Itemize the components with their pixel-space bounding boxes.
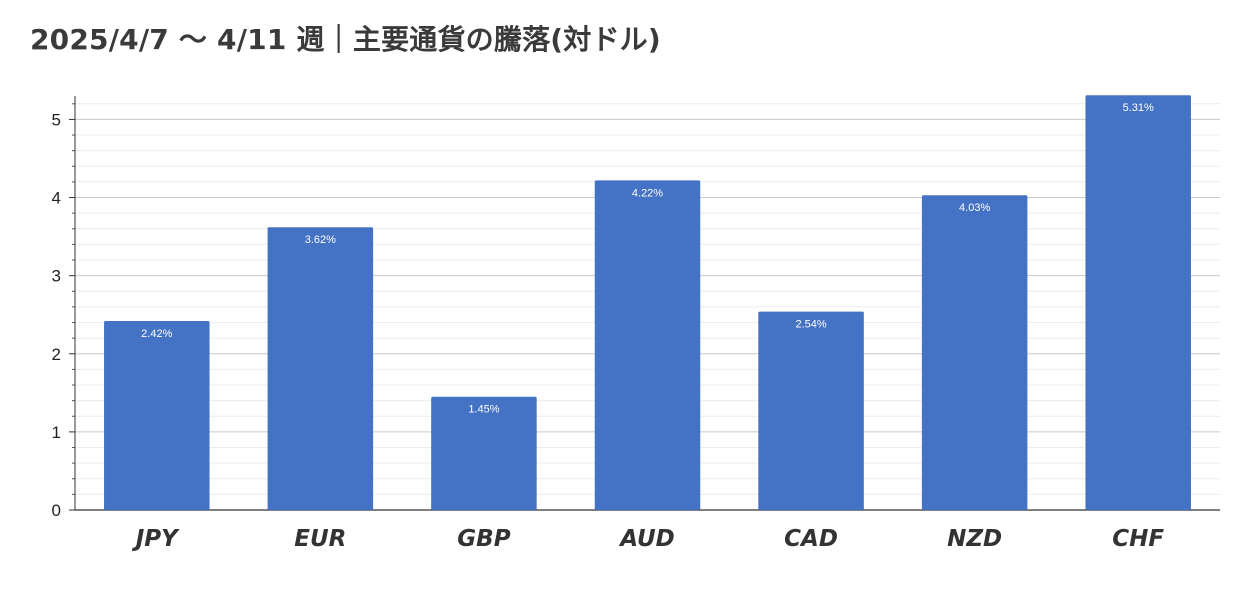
bar-eur	[267, 227, 374, 510]
data-label-chf: 5.31%	[1123, 102, 1154, 114]
bar-aud	[594, 180, 701, 511]
data-label-gbp: 1.45%	[468, 404, 499, 416]
bars	[104, 95, 1191, 511]
chart-title: 2025/4/7 〜 4/11 週｜主要通貨の騰落(対ドル)	[30, 23, 661, 56]
bar-nzd	[921, 195, 1028, 510]
y-tick-label: 0	[52, 501, 61, 520]
bar-gbp	[431, 396, 537, 510]
bar-chf	[1085, 95, 1191, 510]
x-tick-label-eur: EUR	[294, 526, 346, 552]
x-tick-label-nzd: NZD	[947, 526, 1002, 552]
y-tick-label: 3	[52, 267, 61, 286]
bar-jpy	[104, 320, 210, 510]
labels: 0 1 2 3 4 5 2.42% JPY 3.62% EUR 1.45% GBP 4.22% AUD 2.…	[52, 102, 1165, 552]
y-tick-label: 1	[52, 423, 61, 442]
data-label-cad: 2.54%	[795, 319, 826, 331]
y-tick-label: 2	[52, 345, 61, 364]
y-tick-label: 4	[52, 189, 61, 208]
data-label-eur: 3.62%	[305, 234, 336, 246]
data-label-jpy: 2.42%	[141, 328, 172, 340]
x-tick-label-jpy: JPY	[132, 526, 180, 552]
y-tick-label: 5	[52, 110, 61, 129]
x-tick-label-gbp: GBP	[457, 526, 510, 552]
bar-cad	[758, 311, 864, 510]
x-tick-label-cad: CAD	[784, 526, 838, 552]
x-tick-label-aud: AUD	[618, 526, 675, 552]
data-label-nzd: 4.03%	[959, 202, 990, 214]
data-label-aud: 4.22%	[632, 187, 663, 199]
x-tick-label-chf: CHF	[1112, 526, 1164, 552]
